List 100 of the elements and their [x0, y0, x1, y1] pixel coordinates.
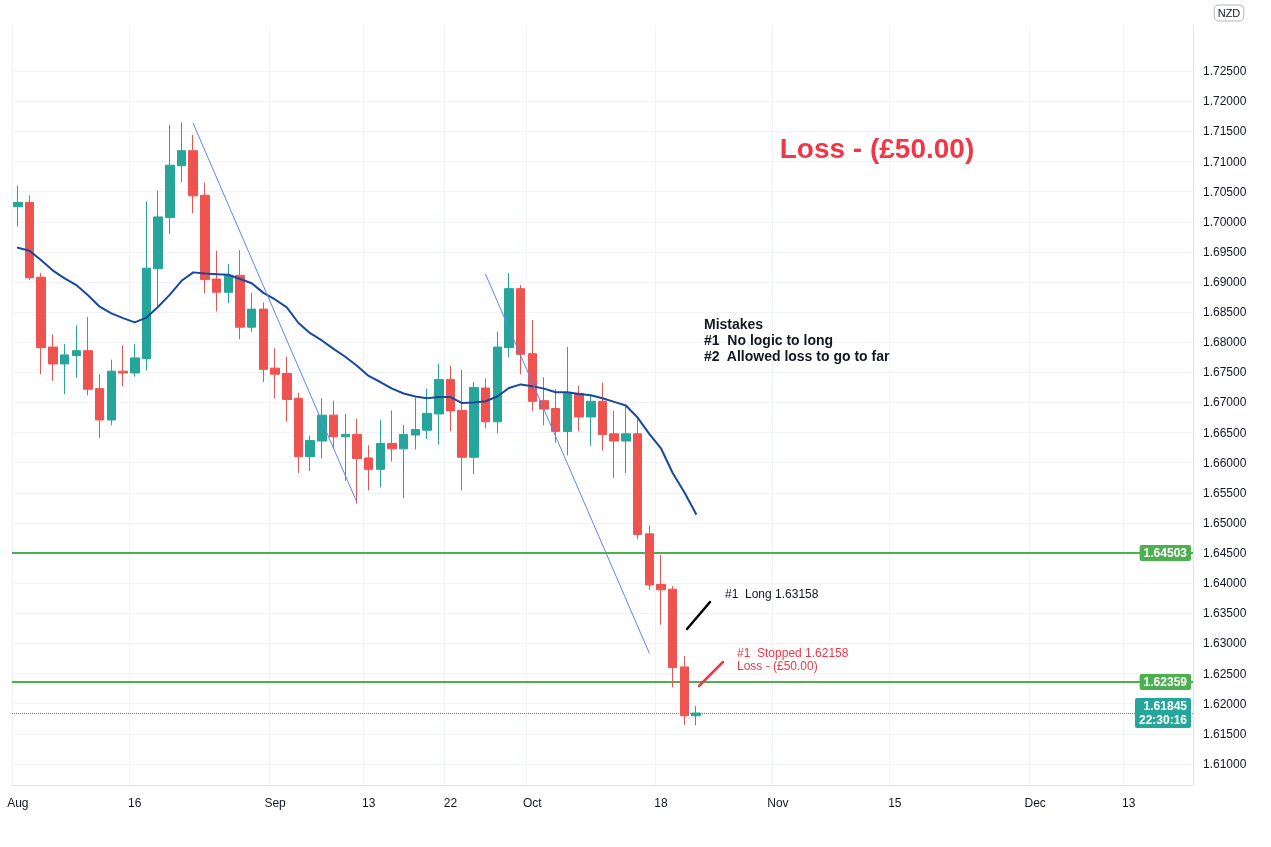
- x-tick-label: Nov: [767, 796, 789, 810]
- x-tick-label: Oct: [523, 796, 543, 810]
- x-tick-label: 13: [361, 796, 376, 810]
- candlestick: [656, 554, 666, 626]
- x-tick-label: 15: [888, 796, 902, 810]
- candlestick: [200, 182, 210, 294]
- candlestick: [598, 382, 607, 452]
- candlestick: [188, 134, 198, 214]
- y-tick-label: 1.69500: [1203, 244, 1247, 259]
- candlestick: [165, 124, 175, 235]
- x-tick-label: 16: [128, 796, 142, 810]
- candlestick: [107, 359, 116, 426]
- y-tick-label: 1.62500: [1203, 666, 1247, 681]
- candlestick: [376, 419, 385, 488]
- candlestick: [668, 585, 677, 688]
- candlestick: [329, 400, 338, 450]
- y-tick-label: 1.62000: [1203, 696, 1247, 711]
- text: NZD: [1217, 7, 1241, 19]
- candlestick: [294, 392, 303, 474]
- candlestick: [528, 319, 537, 412]
- y-tick-label: 1.66000: [1203, 455, 1247, 470]
- x-tick-label: Sep: [264, 796, 287, 810]
- candlestick: [457, 369, 467, 491]
- candlestick: [399, 424, 408, 499]
- candlestick: [469, 381, 479, 475]
- candlestick: [118, 344, 128, 387]
- candlestick: [352, 418, 362, 505]
- y-tick-label: 1.72500: [1203, 64, 1247, 79]
- candlestick: [493, 330, 502, 434]
- candlestick: [13, 185, 23, 228]
- candlestick: [621, 405, 631, 474]
- candlestick: [633, 418, 642, 540]
- candlestick: [341, 413, 350, 482]
- candlestick: [563, 346, 572, 456]
- y-tick-label: 1.70500: [1203, 184, 1247, 199]
- candlestick: [235, 249, 245, 340]
- candlestick: [153, 189, 163, 307]
- candlestick: [317, 397, 327, 460]
- y-tick-label: 1.70000: [1203, 214, 1247, 229]
- y-tick-label: 1.71000: [1203, 154, 1247, 169]
- annotation: Mistakes #1 No logic to long #2 Allowed loss to go to far: [704, 316, 890, 364]
- candlestick: [224, 263, 233, 304]
- y-tick-label: 1.71500: [1203, 124, 1247, 139]
- annotation: Loss - (£50.00): [779, 132, 975, 164]
- candlestick: [574, 385, 584, 432]
- candlestick: [387, 409, 397, 463]
- candlestick: [60, 343, 69, 395]
- candlestick: [504, 272, 514, 358]
- candlestick: [212, 250, 221, 313]
- y-tick-label: 1.63500: [1203, 606, 1247, 621]
- y-tick-label: 1.68000: [1203, 335, 1247, 350]
- candlestick: [516, 284, 525, 375]
- candlestick: [481, 377, 490, 429]
- y-tick-label: 1.63000: [1203, 636, 1247, 651]
- y-tick-label: 1.72000: [1203, 94, 1247, 109]
- candlestick: [609, 410, 619, 479]
- y-tick-label: 1.61500: [1203, 726, 1247, 741]
- y-tick-label: 1.61000: [1203, 756, 1247, 771]
- candlestick: [680, 655, 689, 726]
- candlestick: [539, 376, 549, 426]
- ref-line-label: 1.61845 22:30:16: [1138, 699, 1188, 728]
- annotation: #1 Long 1.63158: [725, 587, 819, 601]
- x-tick-label: Dec: [1024, 796, 1046, 810]
- candlestick: [270, 347, 280, 399]
- candlestick: [177, 121, 186, 183]
- candlestick: [411, 397, 420, 450]
- x-tick-label: 22: [443, 796, 458, 810]
- y-tick-label: 1.67500: [1203, 365, 1247, 380]
- x-tick-label: Aug: [7, 796, 29, 810]
- y-tick-label: 1.69000: [1203, 275, 1247, 290]
- candlestick: [25, 194, 34, 281]
- x-tick-label: 13: [1122, 796, 1136, 810]
- line-series: [16, 246, 698, 515]
- y-tick-label: 1.66500: [1203, 425, 1247, 440]
- candlestick: [83, 316, 93, 396]
- candlestick: [645, 524, 654, 591]
- ref-line-label: 1.64503: [1143, 545, 1188, 560]
- candlestick: [48, 333, 58, 382]
- y-tick-label: 1.64500: [1203, 546, 1247, 561]
- candlestick: [434, 363, 444, 446]
- candlestick: [36, 272, 46, 375]
- candlestick: [305, 435, 315, 472]
- candlestick: [364, 444, 373, 491]
- candlestick: [95, 373, 104, 439]
- candlestick: [130, 343, 140, 378]
- candlestick: [586, 395, 596, 447]
- candlestick: [72, 324, 81, 379]
- candlestick: [282, 356, 292, 423]
- candlestick: [551, 388, 560, 444]
- y-tick-label: 1.67000: [1203, 395, 1247, 410]
- y-tick-label: 1.68500: [1203, 305, 1247, 320]
- y-tick-label: 1.65500: [1203, 485, 1247, 500]
- candlestick: [446, 365, 455, 432]
- y-tick-label: 1.65000: [1203, 515, 1247, 530]
- ref-line-label: 1.62359: [1143, 675, 1188, 690]
- candlestick: [422, 388, 432, 440]
- candlestick: [247, 292, 256, 333]
- y-tick-label: 1.64000: [1203, 576, 1247, 591]
- x-tick-label: 18: [654, 796, 668, 810]
- candlestick: [259, 301, 268, 383]
